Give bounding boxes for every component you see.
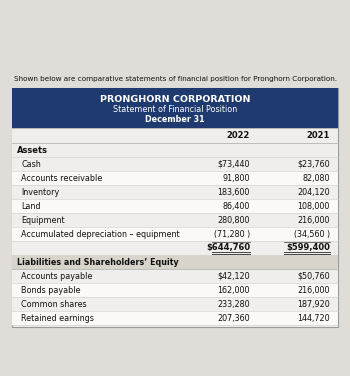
Text: $644,760: $644,760 [206, 243, 250, 252]
Text: $50,760: $50,760 [298, 272, 330, 281]
Text: PRONGHORN CORPORATION: PRONGHORN CORPORATION [100, 95, 250, 104]
Text: Accumulated depreciation – equipment: Accumulated depreciation – equipment [21, 230, 180, 239]
Text: 91,800: 91,800 [223, 174, 250, 183]
Text: 162,000: 162,000 [217, 286, 250, 295]
Text: $73,440: $73,440 [217, 160, 250, 169]
Text: Equipment: Equipment [21, 216, 65, 225]
Text: 144,720: 144,720 [298, 314, 330, 323]
FancyBboxPatch shape [12, 88, 338, 128]
Text: 2022: 2022 [227, 131, 250, 140]
FancyBboxPatch shape [12, 171, 338, 185]
FancyBboxPatch shape [12, 213, 338, 227]
Text: Assets: Assets [17, 146, 48, 155]
Text: Liabilities and Shareholders’ Equity: Liabilities and Shareholders’ Equity [17, 258, 179, 267]
Text: Accounts payable: Accounts payable [21, 272, 92, 281]
Text: Cash: Cash [21, 160, 41, 169]
FancyBboxPatch shape [12, 199, 338, 213]
Text: Common shares: Common shares [21, 300, 87, 309]
FancyBboxPatch shape [12, 241, 338, 255]
Text: (34,560 ): (34,560 ) [294, 230, 330, 239]
Text: 183,600: 183,600 [218, 188, 250, 197]
Text: 233,280: 233,280 [217, 300, 250, 309]
Text: 207,360: 207,360 [217, 314, 250, 323]
Text: Retained earnings: Retained earnings [21, 314, 94, 323]
FancyBboxPatch shape [12, 157, 338, 171]
Text: 2021: 2021 [307, 131, 330, 140]
Text: Shown below are comparative statements of financial position for Pronghorn Corpo: Shown below are comparative statements o… [14, 76, 337, 82]
Text: Bonds payable: Bonds payable [21, 286, 80, 295]
FancyBboxPatch shape [12, 255, 338, 269]
Text: 216,000: 216,000 [298, 286, 330, 295]
FancyBboxPatch shape [12, 185, 338, 199]
Text: 204,120: 204,120 [298, 188, 330, 197]
FancyBboxPatch shape [12, 88, 338, 327]
Text: December 31: December 31 [145, 115, 205, 124]
FancyBboxPatch shape [12, 297, 338, 311]
Text: 82,080: 82,080 [302, 174, 330, 183]
Text: 108,000: 108,000 [298, 202, 330, 211]
FancyBboxPatch shape [12, 269, 338, 283]
Text: $23,760: $23,760 [298, 160, 330, 169]
FancyBboxPatch shape [12, 143, 338, 157]
Text: 86,400: 86,400 [223, 202, 250, 211]
FancyBboxPatch shape [12, 311, 338, 325]
Text: $599,400: $599,400 [286, 243, 330, 252]
Text: Land: Land [21, 202, 41, 211]
Text: Inventory: Inventory [21, 188, 59, 197]
Text: (71,280 ): (71,280 ) [214, 230, 250, 239]
Text: Statement of Financial Position: Statement of Financial Position [113, 105, 237, 114]
FancyBboxPatch shape [12, 128, 338, 143]
FancyBboxPatch shape [12, 283, 338, 297]
Text: 280,800: 280,800 [217, 216, 250, 225]
FancyBboxPatch shape [12, 227, 338, 241]
Text: $42,120: $42,120 [217, 272, 250, 281]
Text: Accounts receivable: Accounts receivable [21, 174, 102, 183]
Text: 216,000: 216,000 [298, 216, 330, 225]
Text: 187,920: 187,920 [297, 300, 330, 309]
